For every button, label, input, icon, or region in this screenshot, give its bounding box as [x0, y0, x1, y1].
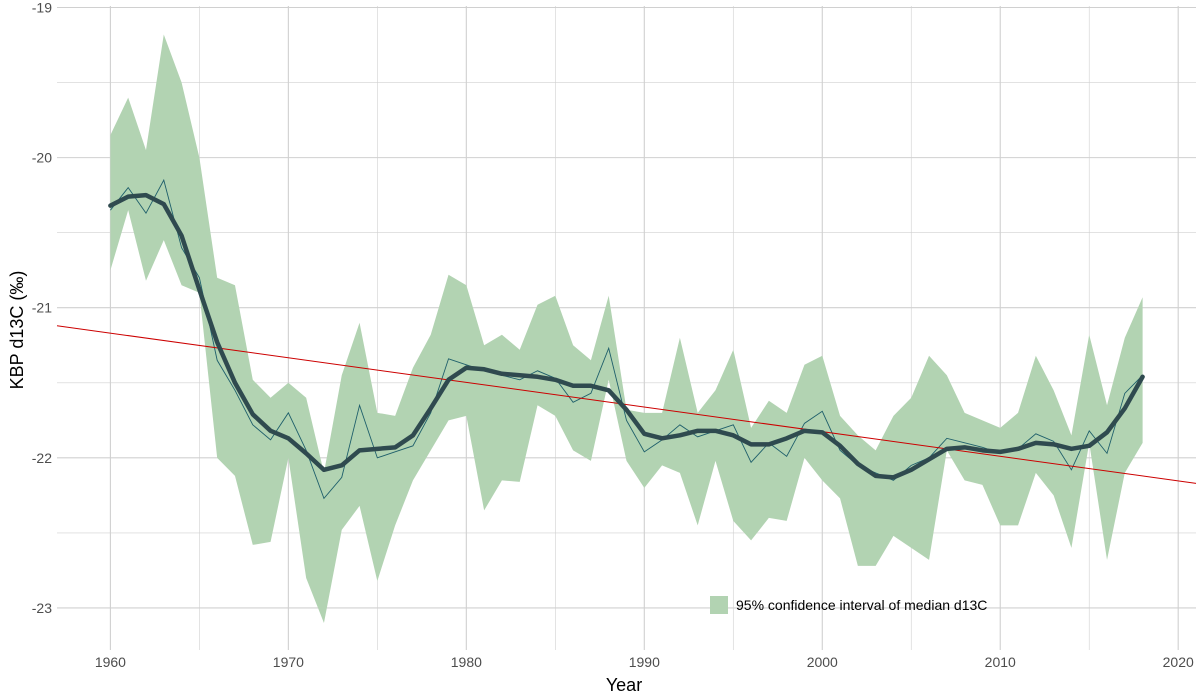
x-tick-label: 2020	[1163, 654, 1194, 670]
y-tick-label: -20	[32, 150, 52, 166]
trend-line	[56, 325, 1197, 484]
x-tick-label: 1970	[273, 654, 304, 670]
x-tick-label: 1990	[629, 654, 660, 670]
smoothed-d13c-line	[108, 192, 1145, 480]
y-tick-label: -23	[32, 600, 52, 616]
y-tick-label: -19	[32, 0, 52, 16]
y-axis-title: KBP d13C (‰)	[7, 271, 27, 390]
x-tick-label: 2010	[985, 654, 1016, 670]
x-tick-label: 1960	[95, 654, 126, 670]
confidence-interval-ribbon	[110, 34, 1143, 623]
x-axis-title: Year	[606, 675, 642, 695]
x-tick-label: 1980	[451, 654, 482, 670]
legend-key-confidence-interval	[710, 596, 728, 614]
x-tick-label: 2000	[807, 654, 838, 670]
legend-label-confidence-interval: 95% confidence interval of median d13C	[736, 597, 987, 613]
series-layer	[56, 34, 1197, 623]
median-d13c-line	[110, 178, 1143, 500]
legend: 95% confidence interval of median d13C	[710, 596, 987, 614]
y-tick-label: -21	[32, 300, 52, 316]
tick-labels: 1960 1970 1980 1990 2000 2010 2020 -23 -22 -21 -20…	[32, 0, 1194, 670]
y-tick-label: -22	[32, 450, 52, 466]
